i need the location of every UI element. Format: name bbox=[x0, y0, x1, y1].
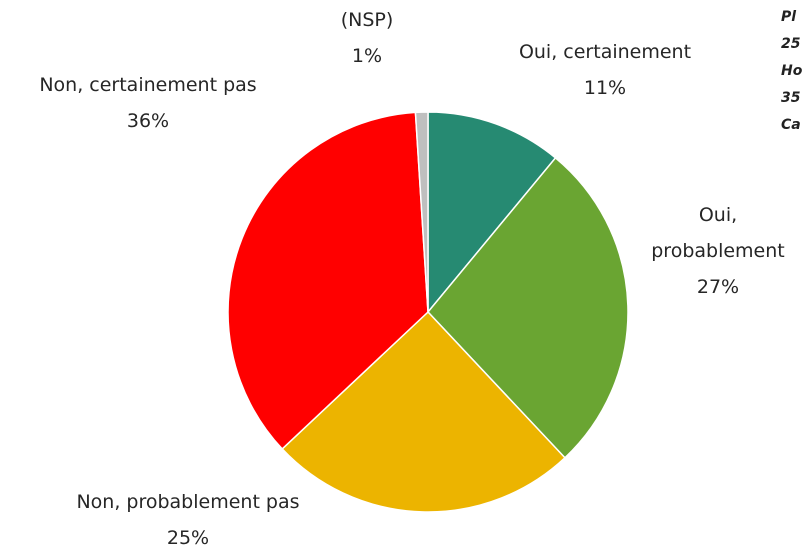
pie-slice bbox=[427, 111, 557, 315]
annotation: 35 bbox=[781, 90, 801, 106]
slice-label: Non, probablement pas bbox=[76, 491, 300, 513]
slice-label: Oui, certainement bbox=[518, 41, 692, 63]
slice-label: (NSP) bbox=[340, 9, 394, 31]
pie-slice bbox=[427, 156, 629, 459]
pie-slice bbox=[227, 111, 429, 450]
slice-label: Oui, probablement bbox=[651, 204, 785, 262]
slice-label: Non, certainement pas bbox=[39, 74, 257, 96]
slice-value-label: 25% bbox=[166, 527, 210, 547]
annotation: 25 bbox=[781, 36, 801, 52]
annotation: Ca bbox=[781, 117, 801, 133]
slice-value-label: 36% bbox=[126, 110, 170, 132]
annotation: Ho bbox=[781, 63, 803, 79]
pie-slice bbox=[414, 111, 429, 313]
annotation: Pl bbox=[781, 9, 797, 25]
slice-value-label: 27% bbox=[696, 276, 740, 298]
slice-value-label: 11% bbox=[583, 77, 627, 99]
pie-slice bbox=[281, 310, 566, 513]
slice-value-label: 1% bbox=[351, 45, 383, 67]
